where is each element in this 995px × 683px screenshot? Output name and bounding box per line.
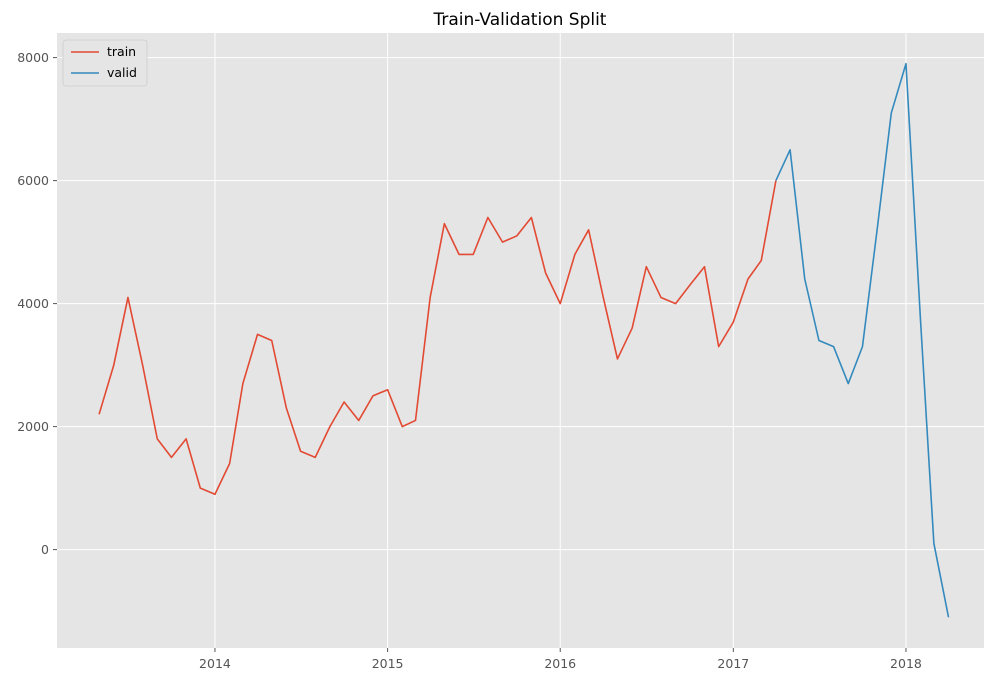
x-tick-label: 2018	[890, 656, 922, 671]
x-tick-label: 2016	[544, 656, 576, 671]
legend-label-valid: valid	[107, 65, 137, 80]
plot-area	[57, 33, 984, 648]
y-axis: 0 2000 4000 6000 8000	[17, 50, 57, 557]
series-lines	[98, 62, 950, 618]
x-axis: 2014 2015 2016 2017 2018	[199, 648, 922, 671]
x-tick-label: 2017	[717, 656, 749, 671]
x-tick-label: 2014	[199, 656, 231, 671]
legend-label-train: train	[107, 44, 136, 59]
series-line-valid	[775, 62, 950, 618]
y-tick-label: 8000	[17, 50, 49, 65]
series-line-train	[98, 180, 777, 496]
legend: train valid	[62, 39, 148, 87]
y-tick-label: 0	[41, 542, 49, 557]
grid-lines	[57, 33, 984, 648]
x-tick-label: 2015	[372, 656, 404, 671]
y-tick-label: 6000	[17, 173, 49, 188]
y-tick-label: 4000	[17, 296, 49, 311]
chart-title: Train-Validation Split	[433, 10, 607, 30]
y-tick-label: 2000	[17, 419, 49, 434]
